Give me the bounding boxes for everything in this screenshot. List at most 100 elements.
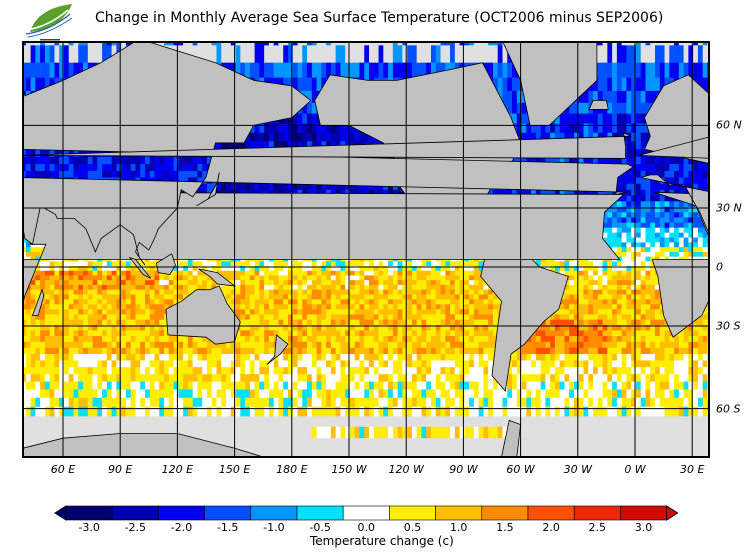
- sst-cell: [40, 416, 46, 428]
- sst-cell: [340, 426, 346, 439]
- sst-cell: [249, 353, 255, 361]
- sst-cell: [59, 284, 65, 290]
- sst-cell: [268, 450, 274, 457]
- sst-cell: [40, 309, 46, 315]
- sst-cell: [221, 397, 227, 408]
- sst-cell: [154, 397, 160, 408]
- sst-cell: [97, 314, 103, 320]
- sst-cell: [83, 426, 89, 439]
- sst-cell: [23, 299, 27, 305]
- sst-cell: [230, 347, 236, 355]
- sst-cell: [125, 275, 131, 281]
- sst-cell: [135, 284, 141, 290]
- sst-cell: [92, 164, 98, 172]
- sst-cell: [249, 141, 255, 150]
- sst-cell: [392, 309, 398, 315]
- sst-cell: [249, 289, 255, 295]
- sst-cell: [345, 42, 351, 46]
- sst-cell: [307, 381, 313, 390]
- sst-cell: [192, 389, 198, 399]
- sst-cell: [245, 438, 251, 452]
- sst-cell: [335, 438, 341, 452]
- sst-cell: [192, 42, 198, 46]
- sst-cell: [130, 299, 136, 305]
- sst-cell: [349, 132, 356, 142]
- sst-cell: [254, 374, 260, 382]
- sst-cell: [111, 309, 117, 315]
- sst-cell: [144, 406, 151, 417]
- sst-cell: [159, 284, 165, 290]
- sst-cell: [149, 314, 155, 320]
- sst-cell: [116, 426, 122, 439]
- sst-cell: [183, 336, 189, 343]
- sst-cell: [149, 406, 155, 417]
- sst-cell: [106, 309, 112, 315]
- sst-cell: [302, 360, 308, 368]
- sst-cell: [411, 367, 417, 375]
- sst-cell: [330, 309, 336, 315]
- sst-cell: [102, 270, 108, 276]
- sst-cell: [278, 367, 284, 375]
- sst-cell: [407, 360, 413, 368]
- sst-cell: [378, 42, 384, 46]
- sst-cell: [211, 353, 217, 361]
- sst-cell: [87, 314, 93, 320]
- sst-cell: [397, 347, 403, 355]
- sst-cell: [330, 189, 336, 196]
- sst-cell: [407, 294, 413, 300]
- sst-cell: [149, 353, 155, 361]
- sst-cell: [63, 299, 70, 305]
- sst-cell: [359, 360, 365, 368]
- sst-cell: [83, 347, 89, 355]
- sst-cell: [49, 389, 55, 399]
- sst-cell: [364, 183, 370, 191]
- sst-cell: [216, 416, 222, 428]
- sst-cell: [411, 319, 417, 326]
- sst-cell: [359, 280, 365, 286]
- sst-cell: [369, 42, 375, 46]
- sst-cell: [63, 280, 70, 286]
- sst-cell: [116, 280, 122, 286]
- sst-cell: [340, 416, 346, 428]
- sst-cell: [249, 280, 255, 286]
- sst-cell: [240, 347, 246, 355]
- sst-cell: [373, 341, 379, 349]
- sst-cell: [97, 266, 103, 272]
- sst-cell: [259, 280, 265, 286]
- sst-cell: [121, 426, 127, 439]
- sst-cell: [49, 149, 55, 158]
- sst-cell: [268, 347, 274, 355]
- sst-cell: [316, 304, 322, 310]
- sst-cell: [292, 62, 298, 78]
- sst-cell: [202, 156, 208, 165]
- sst-cell: [321, 314, 327, 320]
- sst-cell: [202, 42, 208, 46]
- sst-cell: [311, 304, 317, 310]
- sst-cell: [287, 426, 294, 439]
- sst-cell: [297, 330, 303, 337]
- sst-cell: [364, 299, 370, 305]
- sst-cell: [144, 360, 151, 368]
- sst-cell: [302, 77, 308, 92]
- sst-cell: [78, 294, 84, 300]
- sst-cell: [249, 319, 255, 326]
- sst-cell: [283, 330, 289, 337]
- sst-cell: [402, 353, 408, 361]
- sst-cell: [316, 381, 322, 390]
- sst-cell: [245, 347, 251, 355]
- sst-cell: [249, 341, 255, 349]
- sst-cell: [97, 426, 103, 439]
- sst-cell: [349, 62, 356, 78]
- sst-cell: [159, 42, 165, 46]
- sst-cell: [345, 62, 351, 78]
- sst-cell: [378, 275, 384, 281]
- sst-cell: [316, 77, 322, 92]
- sst-cell: [349, 319, 356, 326]
- sst-cell: [178, 374, 184, 382]
- sst-cell: [402, 280, 408, 286]
- sst-cell: [397, 280, 403, 286]
- sst-cell: [278, 309, 284, 315]
- sst-cell: [197, 389, 203, 399]
- sst-cell: [87, 284, 93, 290]
- sst-cell: [25, 330, 31, 337]
